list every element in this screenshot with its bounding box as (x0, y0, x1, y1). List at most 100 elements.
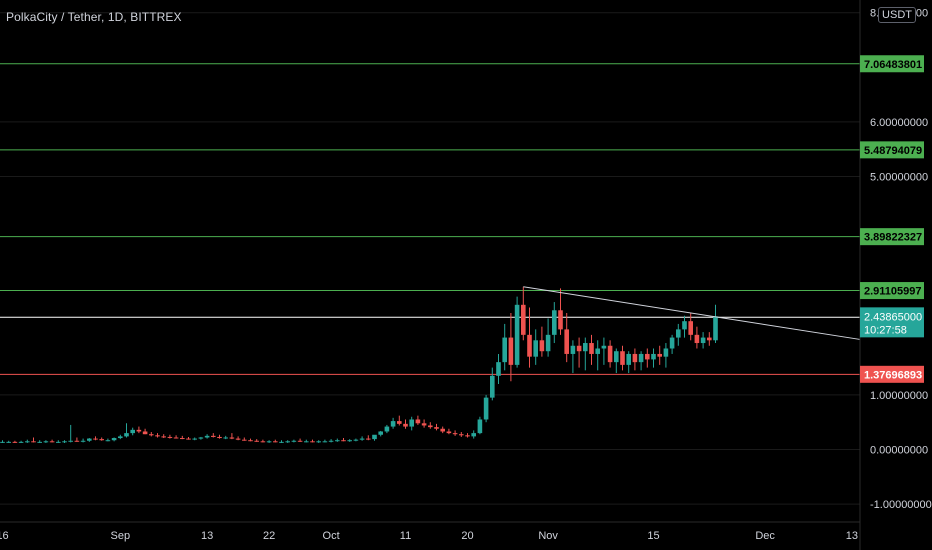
time-axis[interactable]: 16 Sep 13 22 Oct 11 20 Nov 15 Dec 13 (0, 530, 858, 542)
candle-body (415, 419, 421, 424)
candle-body (707, 337, 712, 341)
last-price-label: 2.43865000 (864, 311, 922, 323)
candle-body (31, 441, 36, 443)
candle-body (353, 439, 359, 441)
candle-body (279, 441, 284, 443)
candle (614, 348, 619, 374)
candle (490, 367, 495, 401)
candle-body (496, 362, 501, 376)
symbol-title[interactable]: PolkaCity / Tether, 1D, BITTREX (6, 10, 182, 24)
candle (273, 439, 278, 443)
level-price-label: 7.06483801 (864, 59, 922, 71)
candle-body (657, 353, 662, 357)
candle-body (384, 426, 390, 432)
candle (198, 436, 204, 440)
horizontal-levels[interactable] (0, 63, 860, 375)
candle (223, 435, 228, 440)
currency-badge[interactable]: USDT (878, 7, 916, 23)
y-tick-label: 6.00000000 (870, 117, 928, 129)
candle-body (428, 425, 433, 428)
level-price-label: 1.37696893 (864, 369, 922, 381)
candle-body (527, 334, 532, 357)
level-price-label: 3.89822327 (864, 232, 922, 244)
candle (0, 440, 5, 443)
candle (316, 440, 321, 443)
candle-body (87, 438, 92, 441)
candle-body (211, 435, 216, 437)
candle (248, 438, 253, 442)
trendline[interactable] (523, 286, 861, 340)
candle-body (651, 353, 656, 360)
candle (452, 430, 458, 436)
candle (397, 415, 402, 426)
y-tick-label: 5.00000000 (870, 172, 928, 184)
candle (713, 304, 718, 344)
candle-body (471, 433, 476, 437)
candle-body (521, 304, 526, 335)
candle-body (502, 337, 507, 363)
candle (310, 439, 315, 443)
grid-layer (0, 12, 860, 505)
candle (415, 415, 421, 425)
candle (155, 433, 160, 438)
trendline-layer[interactable] (523, 286, 861, 340)
candle-body (601, 345, 607, 349)
candle-body (192, 438, 197, 440)
candle-body (223, 437, 228, 439)
candle-body (136, 429, 142, 432)
candle-body (545, 334, 551, 352)
candle-body (80, 440, 86, 442)
candle (539, 326, 545, 357)
candle-body (229, 437, 235, 439)
candle (18, 440, 24, 443)
candle (645, 348, 650, 368)
candle (167, 434, 173, 439)
candle-body (18, 441, 24, 443)
candle-body (62, 441, 67, 443)
level-price-label: 5.48794079 (864, 145, 922, 157)
level-price-tag (860, 141, 924, 159)
candle-body (161, 436, 166, 438)
candle (576, 337, 582, 368)
candle-body (390, 421, 396, 427)
candles (0, 286, 718, 443)
candle (384, 424, 390, 434)
candle (204, 434, 210, 439)
candle (136, 426, 142, 434)
candle-body (638, 353, 644, 363)
candle-body (713, 316, 718, 341)
candle (142, 428, 148, 435)
candle-body (595, 348, 600, 354)
candle (378, 430, 383, 437)
candle-body (645, 353, 650, 360)
candle (31, 437, 36, 443)
candle-body (173, 437, 179, 439)
candle (12, 440, 18, 443)
candle (676, 323, 681, 346)
candle-body (285, 441, 290, 443)
candle-body (328, 440, 334, 442)
candle-body (539, 340, 545, 352)
candle (6, 440, 11, 443)
candle (465, 433, 470, 438)
candle-body (273, 441, 278, 443)
candle-body (570, 345, 576, 354)
candle-body (614, 351, 619, 363)
candle (533, 329, 538, 365)
candle-body (180, 438, 185, 440)
candle-body (676, 329, 681, 338)
candle-body (93, 438, 98, 440)
candle (552, 302, 557, 344)
candle (669, 334, 675, 354)
x-tick-label: 13 (201, 530, 213, 542)
candle (521, 286, 526, 341)
candle (508, 313, 514, 382)
level-price-tag (860, 55, 924, 73)
candle (62, 440, 67, 443)
candle (341, 438, 346, 442)
candle (105, 438, 111, 442)
y-tick-label: 1.00000000 (870, 390, 928, 402)
candle (161, 434, 166, 439)
